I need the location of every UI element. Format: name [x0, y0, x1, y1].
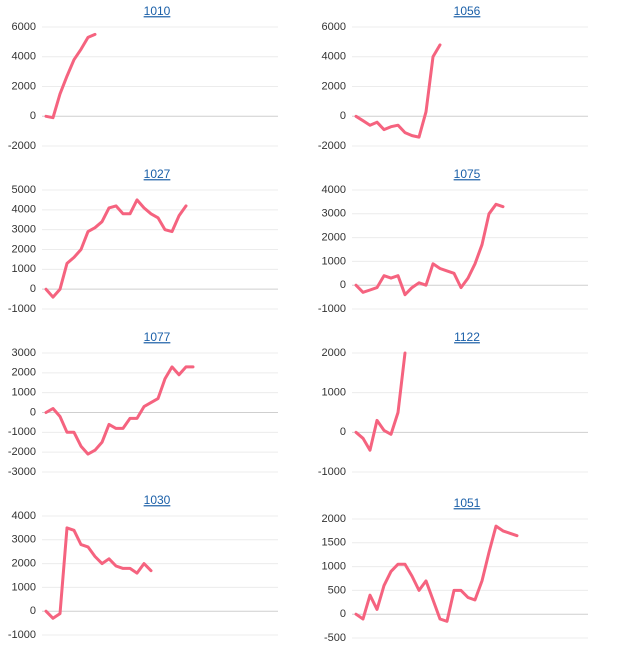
y-tick-label: 0 — [30, 406, 36, 418]
y-tick-label: 0 — [30, 283, 36, 295]
chart-title[interactable]: 1077 — [144, 330, 171, 344]
data-line — [354, 202, 505, 297]
y-tick-label: -3000 — [8, 466, 36, 478]
y-tick-label: 4000 — [322, 51, 346, 63]
y-tick-label: 4000 — [322, 184, 346, 196]
y-tick-label: 1500 — [322, 537, 346, 549]
y-tick-label: 0 — [340, 426, 346, 438]
y-tick-label: 2000 — [322, 513, 346, 525]
data-line — [44, 365, 195, 456]
y-tick-label: 2000 — [12, 80, 36, 92]
y-tick-label: -1000 — [318, 466, 346, 478]
y-tick-label: 5000 — [12, 184, 36, 196]
y-tick-label: 1000 — [322, 255, 346, 267]
chart-title[interactable]: 1056 — [454, 4, 481, 18]
y-tick-label: 0 — [30, 110, 36, 122]
y-tick-label: 2000 — [322, 80, 346, 92]
y-tick-label: 2000 — [12, 558, 36, 570]
y-tick-label: -1000 — [8, 426, 36, 438]
y-tick-label: 2000 — [322, 232, 346, 244]
y-tick-label: -500 — [324, 632, 346, 644]
y-tick-label: 0 — [340, 110, 346, 122]
y-tick-label: 1000 — [322, 387, 346, 399]
y-tick-label: 1000 — [12, 581, 36, 593]
y-tick-label: -1000 — [8, 303, 36, 315]
chart-title[interactable]: 1075 — [454, 167, 481, 181]
y-tick-label: -2000 — [8, 446, 36, 458]
y-tick-label: -2000 — [318, 140, 346, 152]
data-line — [44, 32, 97, 120]
y-tick-label: 500 — [328, 584, 346, 596]
y-tick-label: 3000 — [12, 347, 36, 359]
data-line — [354, 43, 442, 139]
chart-title[interactable]: 1027 — [144, 167, 171, 181]
data-line — [44, 526, 153, 620]
y-tick-label: 1000 — [12, 263, 36, 275]
data-line — [354, 524, 519, 623]
y-tick-label: 6000 — [12, 21, 36, 33]
y-tick-label: 4000 — [12, 510, 36, 522]
chart-title[interactable]: 1122 — [454, 330, 480, 344]
y-tick-label: 1000 — [322, 561, 346, 573]
y-tick-label: 2000 — [12, 243, 36, 255]
y-tick-label: 3000 — [322, 208, 346, 220]
y-tick-label: 2000 — [322, 347, 346, 359]
chart-title[interactable]: 1010 — [144, 4, 171, 18]
y-tick-label: -2000 — [8, 140, 36, 152]
y-tick-label: 2000 — [12, 367, 36, 379]
y-tick-label: 1000 — [12, 387, 36, 399]
y-tick-label: 0 — [340, 279, 346, 291]
y-tick-label: 6000 — [322, 21, 346, 33]
y-tick-label: 4000 — [12, 204, 36, 216]
y-tick-label: -1000 — [8, 629, 36, 641]
y-tick-label: 0 — [340, 608, 346, 620]
y-tick-label: -1000 — [318, 303, 346, 315]
data-line — [44, 198, 188, 299]
y-tick-label: 0 — [30, 605, 36, 617]
chart-title[interactable]: 1030 — [144, 493, 171, 507]
y-tick-label: 4000 — [12, 51, 36, 63]
chart-title[interactable]: 1051 — [454, 496, 481, 510]
y-tick-label: 3000 — [12, 534, 36, 546]
y-tick-label: 3000 — [12, 224, 36, 236]
data-line — [354, 351, 407, 452]
